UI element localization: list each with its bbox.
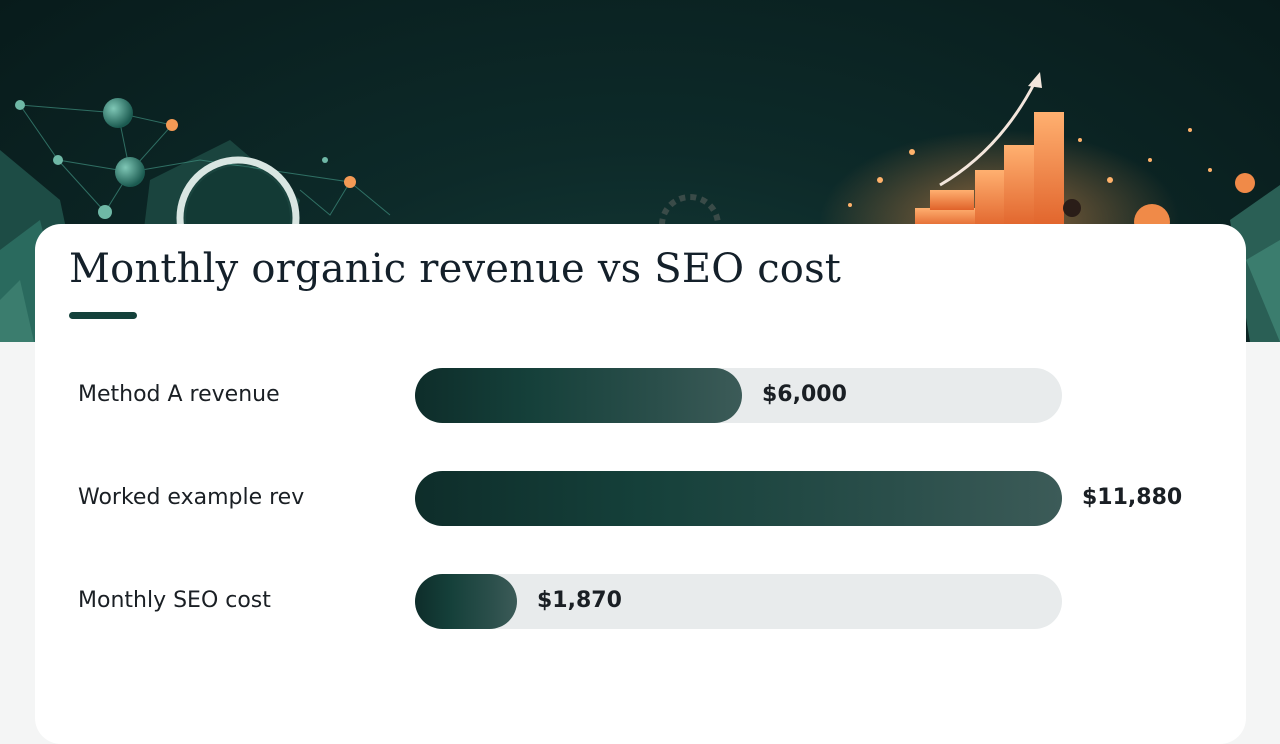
- chart-title: Monthly organic revenue vs SEO cost: [69, 246, 842, 292]
- bar-value-label: $6,000: [762, 382, 847, 407]
- bar-track: [415, 368, 1062, 423]
- title-underline: [69, 312, 137, 319]
- bar: [415, 471, 1062, 526]
- chart-card: Monthly organic revenue vs SEO cost Meth…: [35, 224, 1246, 744]
- bar-label: Worked example rev: [78, 485, 305, 510]
- bar-value-label: $1,870: [537, 588, 622, 613]
- bar-label: Monthly SEO cost: [78, 588, 271, 613]
- bar-track: [415, 574, 1062, 629]
- bar-track: [415, 471, 1062, 526]
- bar-value-label: $11,880: [1082, 485, 1183, 510]
- bar: [415, 574, 517, 629]
- bar: [415, 368, 742, 423]
- bar-label: Method A revenue: [78, 382, 280, 407]
